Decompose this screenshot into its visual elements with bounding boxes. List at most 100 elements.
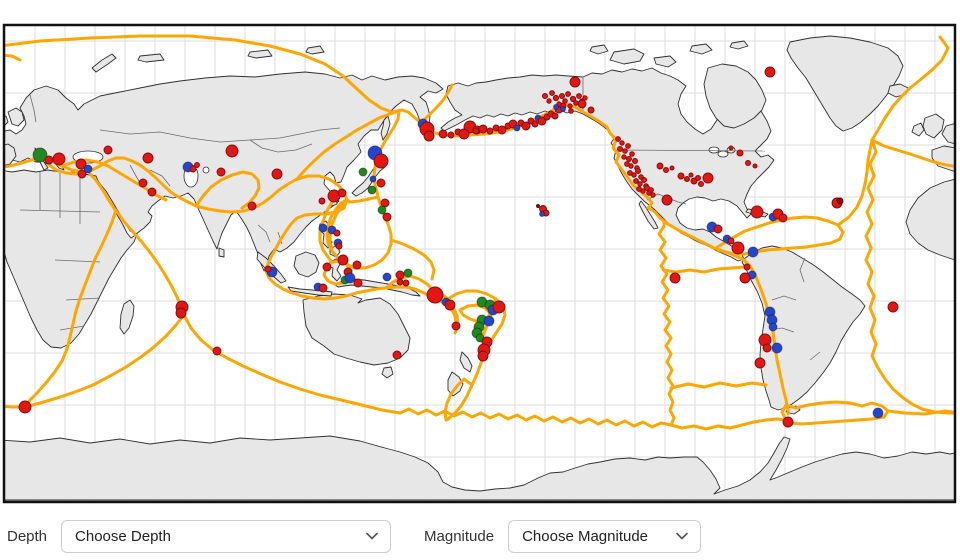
earthquake-marker[interactable] [553,104,559,110]
earthquake-marker[interactable] [663,167,669,173]
earthquake-marker[interactable] [695,175,701,181]
earthquake-marker[interactable] [637,181,643,187]
earthquake-marker[interactable] [212,346,222,356]
earthquake-marker[interactable] [743,263,751,271]
earthquake-marker[interactable] [402,279,410,287]
earthquake-marker[interactable] [745,160,751,166]
earthquake-marker[interactable] [629,151,635,157]
earthquake-marker[interactable] [225,144,239,158]
earthquake-marker[interactable] [382,212,392,222]
earthquake-marker[interactable] [713,224,723,234]
earthquake-marker[interactable] [103,145,113,155]
earthquake-marker[interactable] [739,272,751,284]
earthquake-marker[interactable] [531,120,539,128]
earthquake-marker[interactable] [539,211,545,217]
earthquake-marker[interactable] [216,167,226,177]
earthquake-marker[interactable] [576,93,582,99]
earthquake-marker[interactable] [648,187,654,193]
earthquake-marker[interactable] [396,278,404,286]
earthquake-marker[interactable] [369,175,377,183]
earthquake-marker[interactable] [546,98,552,104]
earthquake-marker[interactable] [337,254,349,266]
earthquake-marker[interactable] [189,165,197,173]
earthquake-marker[interactable] [560,106,566,112]
earthquake-marker[interactable] [426,286,444,304]
earthquake-marker[interactable] [650,192,656,198]
earthquake-marker[interactable] [661,194,673,206]
earthquake-marker[interactable] [382,272,392,282]
earthquake-marker[interactable] [582,95,588,101]
earthquake-marker[interactable] [632,158,638,164]
earthquake-marker[interactable] [395,270,405,280]
earthquake-marker[interactable] [768,322,778,332]
earthquake-marker[interactable] [747,246,759,258]
earthquake-marker[interactable] [333,229,341,237]
earthquake-marker[interactable] [492,300,506,314]
earthquake-marker[interactable] [352,260,362,270]
earthquake-marker[interactable] [684,176,690,182]
earthquake-marker[interactable] [537,116,547,126]
earthquake-marker[interactable] [782,416,794,428]
earthquake-marker[interactable] [318,283,328,293]
earthquake-marker[interactable] [669,272,681,284]
earthquake-marker[interactable] [569,76,581,88]
earthquake-marker[interactable] [353,278,363,288]
earthquake-marker[interactable] [403,268,413,278]
earthquake-marker[interactable] [764,66,776,78]
earthquake-marker[interactable] [444,299,456,311]
earthquake-marker[interactable] [762,343,772,353]
earthquake-marker[interactable] [138,178,148,188]
earthquake-marker[interactable] [458,128,470,140]
earthquake-marker[interactable] [175,307,187,319]
earthquake-marker[interactable] [142,152,154,164]
earthquake-marker[interactable] [641,177,647,183]
earthquake-marker[interactable] [318,197,326,205]
world-map[interactable] [0,0,960,512]
earthquake-marker[interactable] [447,131,455,139]
earthquake-marker[interactable] [836,197,844,205]
earthquake-marker[interactable] [486,127,494,135]
earthquake-marker[interactable] [536,204,540,208]
earthquake-marker[interactable] [318,223,328,233]
earthquake-marker[interactable] [513,124,521,132]
earthquake-marker[interactable] [77,169,87,179]
earthquake-marker[interactable] [264,265,272,273]
earthquake-marker[interactable] [778,213,788,223]
earthquake-marker[interactable] [344,272,356,284]
earthquake-marker[interactable] [750,205,764,219]
earthquake-marker[interactable] [322,262,332,272]
earthquake-marker[interactable] [619,140,625,146]
earthquake-marker[interactable] [625,143,631,149]
earthquake-marker[interactable] [622,148,628,154]
earthquake-marker[interactable] [631,172,637,178]
earthquake-marker[interactable] [497,125,507,135]
earthquake-marker[interactable] [635,168,641,174]
earthquake-marker[interactable] [677,172,685,180]
earthquake-marker[interactable] [887,301,899,313]
earthquake-marker[interactable] [552,94,560,102]
earthquake-marker[interactable] [615,136,621,142]
earthquake-marker[interactable] [367,185,377,195]
earthquake-marker[interactable] [771,342,783,354]
earthquake-marker[interactable] [698,181,704,187]
earthquake-marker[interactable] [83,164,93,174]
earthquake-marker[interactable] [52,152,66,166]
earthquake-marker[interactable] [335,242,343,250]
earthquake-marker[interactable] [872,407,884,419]
earthquake-marker[interactable] [577,99,587,109]
earthquake-marker[interactable] [451,321,461,331]
earthquake-marker[interactable] [702,172,714,184]
earthquake-marker[interactable] [688,172,694,178]
earthquake-marker[interactable] [194,162,200,168]
depth-select[interactable]: Choose Depth [61,519,392,553]
earthquake-marker[interactable] [754,357,766,369]
earthquake-marker[interactable] [549,90,555,96]
earthquake-marker[interactable] [752,163,758,169]
earthquake-marker[interactable] [337,188,347,198]
earthquake-marker[interactable] [628,163,634,169]
earthquake-marker[interactable] [559,93,565,99]
earthquake-marker[interactable] [18,400,32,414]
earthquake-marker[interactable] [472,127,480,135]
earthquake-marker[interactable] [376,178,386,188]
earthquake-marker[interactable] [44,155,54,165]
